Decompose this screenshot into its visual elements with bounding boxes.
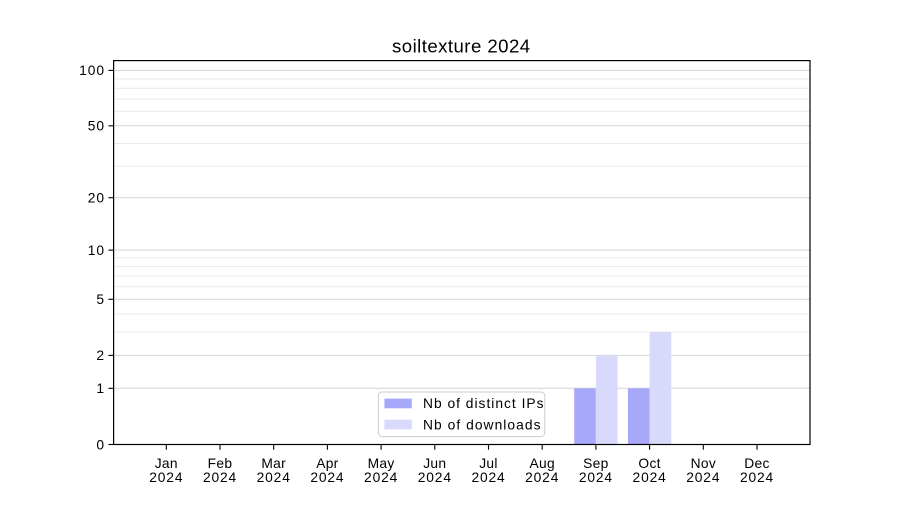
- svg-text:0: 0: [96, 437, 105, 452]
- svg-text:5: 5: [96, 292, 105, 307]
- svg-text:Aug: Aug: [529, 456, 554, 471]
- svg-text:Mar: Mar: [261, 456, 286, 471]
- svg-text:Jan: Jan: [155, 456, 178, 471]
- svg-text:2024: 2024: [203, 470, 237, 485]
- svg-text:2024: 2024: [579, 470, 613, 485]
- svg-text:2024: 2024: [257, 470, 291, 485]
- svg-text:20: 20: [88, 191, 105, 206]
- svg-text:Nb of distinct IPs: Nb of distinct IPs: [423, 396, 545, 411]
- svg-text:Apr: Apr: [316, 456, 338, 471]
- svg-text:2: 2: [96, 348, 105, 363]
- svg-text:Nov: Nov: [691, 456, 716, 471]
- svg-text:Dec: Dec: [744, 456, 769, 471]
- svg-text:2024: 2024: [633, 470, 667, 485]
- svg-text:2024: 2024: [740, 470, 774, 485]
- svg-text:2024: 2024: [149, 470, 183, 485]
- svg-text:2024: 2024: [418, 470, 452, 485]
- svg-text:Oct: Oct: [638, 456, 660, 471]
- svg-text:10: 10: [88, 243, 105, 258]
- svg-text:soiltexture 2024: soiltexture 2024: [392, 35, 530, 56]
- svg-text:100: 100: [79, 63, 105, 78]
- svg-text:2024: 2024: [525, 470, 559, 485]
- svg-text:2024: 2024: [364, 470, 398, 485]
- svg-text:Feb: Feb: [208, 456, 233, 471]
- svg-text:Jul: Jul: [479, 456, 498, 471]
- svg-text:Jun: Jun: [423, 456, 446, 471]
- svg-text:Nb of downloads: Nb of downloads: [423, 417, 542, 432]
- svg-text:May: May: [368, 456, 395, 471]
- svg-text:Sep: Sep: [583, 456, 608, 471]
- svg-text:1: 1: [96, 381, 105, 396]
- svg-text:2024: 2024: [686, 470, 720, 485]
- svg-text:2024: 2024: [310, 470, 344, 485]
- svg-text:2024: 2024: [471, 470, 505, 485]
- svg-text:50: 50: [88, 119, 105, 134]
